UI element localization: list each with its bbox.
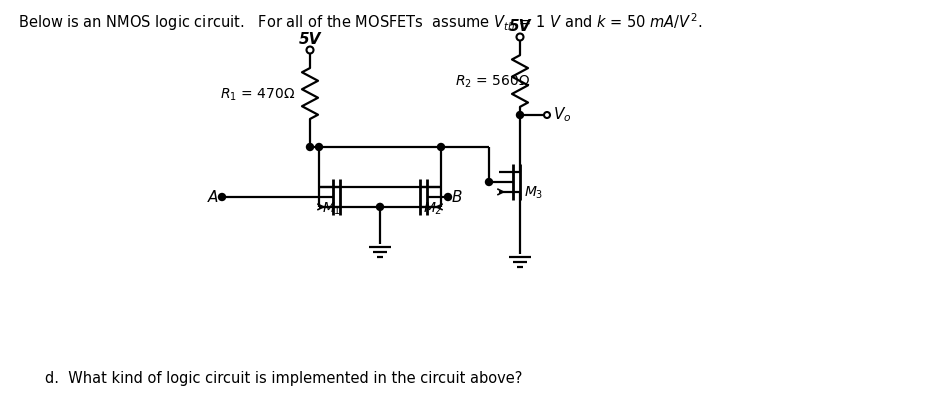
Text: $M_2$: $M_2$ [423,200,442,217]
Text: 5V: 5V [509,19,532,34]
Circle shape [517,112,523,119]
Text: $R_2$ = 560Ω: $R_2$ = 560Ω [455,74,531,90]
Text: 5V: 5V [299,32,321,47]
Circle shape [437,144,445,151]
Text: $M_3$: $M_3$ [524,185,543,201]
Circle shape [306,144,314,151]
Circle shape [218,194,226,201]
Text: $M_1$: $M_1$ [322,200,342,217]
Text: B: B [452,190,462,205]
Circle shape [376,204,384,211]
Text: $V_o$: $V_o$ [553,105,572,124]
Text: A: A [208,190,218,205]
Text: Below is an NMOS logic circuit.   For all of the MOSFETs  assume $V_{th}$ = 1 $V: Below is an NMOS logic circuit. For all … [18,11,702,33]
Circle shape [445,194,451,201]
Circle shape [486,179,492,186]
Text: d.  What kind of logic circuit is implemented in the circuit above?: d. What kind of logic circuit is impleme… [45,370,522,385]
Circle shape [315,144,323,151]
Text: $R_1$ = 470Ω: $R_1$ = 470Ω [220,86,295,102]
